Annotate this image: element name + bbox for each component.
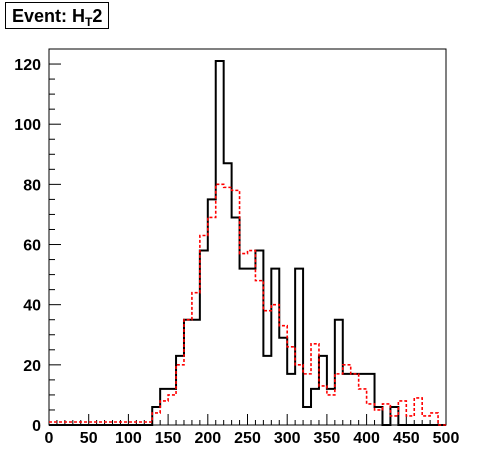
- y-tick-label: 20: [23, 358, 41, 375]
- axis-tick-labels: 0 50 100 150 200 250 300 350 400 450 500 0 20 40 60 80 1…: [14, 57, 459, 447]
- y-tick-label: 60: [23, 238, 41, 255]
- x-tick-label: 500: [433, 430, 460, 447]
- x-tick-label: 450: [393, 430, 420, 447]
- x-tick-label: 100: [115, 430, 142, 447]
- y-tick-label: 80: [23, 177, 41, 194]
- x-tick-label: 400: [353, 430, 380, 447]
- x-tick-label: 350: [314, 430, 341, 447]
- dashed-series-line: [49, 183, 446, 426]
- y-tick-label: 100: [14, 117, 41, 134]
- y-tick-label: 40: [23, 298, 41, 315]
- y-tick-label: 120: [14, 57, 41, 74]
- title-prefix: Event: H: [12, 6, 86, 26]
- plot-frame: [48, 48, 447, 426]
- histogram-series: [49, 60, 446, 426]
- x-tick-label: 150: [155, 430, 182, 447]
- x-tick-label: 50: [80, 430, 98, 447]
- y-tick-label: 0: [32, 418, 41, 435]
- solid-series-line: [49, 60, 446, 426]
- chart-title: Event: HT2: [5, 2, 110, 29]
- title-suffix: 2: [92, 6, 103, 26]
- x-tick-label: 200: [194, 430, 221, 447]
- x-tick-label: 300: [274, 430, 301, 447]
- title-subscript: T: [85, 15, 93, 29]
- x-tick-label: 250: [234, 430, 261, 447]
- x-tick-label: 0: [45, 430, 54, 447]
